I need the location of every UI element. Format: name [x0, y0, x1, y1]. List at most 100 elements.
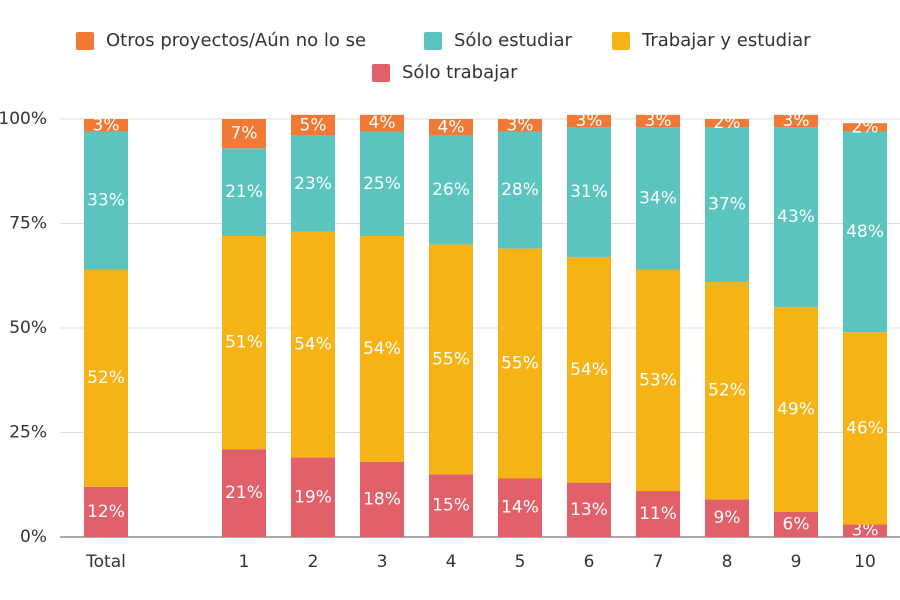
bar-segment — [843, 123, 887, 132]
data-label: 3% — [852, 521, 879, 541]
data-label: 55% — [501, 354, 539, 374]
bar-segment — [222, 449, 266, 537]
data-label: 26% — [432, 180, 470, 200]
y-tick-label: 100% — [0, 109, 47, 129]
data-label: 2% — [852, 117, 879, 137]
data-label: 6% — [783, 514, 810, 534]
bar-segment — [636, 269, 680, 492]
bar-segment — [291, 114, 335, 136]
x-tick-label: 6 — [584, 552, 595, 572]
bar-segment — [429, 244, 473, 475]
legend-label: Sólo trabajar — [402, 62, 518, 83]
bar-segment — [360, 114, 404, 132]
bar-segment — [84, 486, 128, 537]
data-label: 52% — [87, 368, 125, 388]
bar-segment — [705, 499, 749, 537]
x-tick-label: 9 — [791, 552, 802, 572]
bar-segment — [705, 119, 749, 128]
data-label: 11% — [639, 504, 677, 524]
data-label: 55% — [432, 349, 470, 369]
bar-segment — [774, 511, 818, 537]
bar-segment — [774, 114, 818, 128]
bar-segment — [705, 127, 749, 283]
y-tick-label: 25% — [9, 423, 47, 443]
data-label: 19% — [294, 487, 332, 507]
bar-segment — [360, 131, 404, 237]
data-label: 4% — [438, 117, 465, 137]
bar-segment — [774, 307, 818, 512]
legend-label: Sólo estudiar — [454, 30, 573, 51]
data-label: 5% — [300, 115, 327, 135]
data-label: 49% — [777, 400, 815, 420]
data-label: 43% — [777, 207, 815, 227]
data-label: 3% — [507, 115, 534, 135]
legend-swatch — [612, 32, 630, 50]
bar-segment — [636, 114, 680, 128]
bar-segment — [498, 248, 542, 479]
data-label: 18% — [363, 489, 401, 509]
bar-segment — [567, 127, 611, 257]
bar-segment — [291, 231, 335, 458]
bar-segment — [498, 119, 542, 132]
bar-segment — [84, 269, 128, 487]
bar-segment — [360, 236, 404, 462]
bar-segment — [429, 474, 473, 537]
x-tick-label: 4 — [446, 552, 457, 572]
data-label: 15% — [432, 496, 470, 516]
x-tick-label: 7 — [653, 552, 664, 572]
data-label: 21% — [225, 182, 263, 202]
data-label: 2% — [714, 113, 741, 133]
legend-label: Otros proyectos/Aún no lo se — [106, 30, 366, 51]
bar-segment — [567, 114, 611, 128]
y-tick-label: 0% — [20, 527, 47, 547]
data-label: 3% — [783, 111, 810, 131]
data-label: 23% — [294, 174, 332, 194]
data-label: 46% — [846, 418, 884, 438]
x-tick-label: 8 — [722, 552, 733, 572]
data-label: 28% — [501, 180, 539, 200]
legend-swatch — [424, 32, 442, 50]
bar-segment — [705, 282, 749, 500]
data-label: 7% — [231, 124, 258, 144]
data-label: 31% — [570, 182, 608, 202]
data-label: 48% — [846, 222, 884, 242]
data-label: 12% — [87, 502, 125, 522]
data-label: 37% — [708, 195, 746, 215]
bar-segment — [222, 148, 266, 237]
bar-segment — [360, 461, 404, 537]
data-label: 34% — [639, 188, 677, 208]
legend-label: Trabajar y estudiar — [641, 30, 811, 51]
bar-segment — [567, 482, 611, 537]
data-label: 54% — [570, 360, 608, 380]
bar-segment — [222, 236, 266, 450]
bar-segment — [291, 457, 335, 537]
data-label: 3% — [645, 111, 672, 131]
data-label: 52% — [708, 381, 746, 401]
y-tick-label: 50% — [9, 318, 47, 338]
bar-segment — [291, 135, 335, 232]
x-tick-label: Total — [85, 552, 126, 572]
data-label: 3% — [93, 115, 120, 135]
bar-segment — [429, 119, 473, 136]
x-tick-label: 3 — [377, 552, 388, 572]
data-label: 21% — [225, 483, 263, 503]
bar-segment — [843, 131, 887, 333]
data-label: 14% — [501, 498, 539, 518]
legend-swatch — [372, 64, 390, 82]
data-label: 9% — [714, 508, 741, 528]
x-tick-label: 1 — [239, 552, 250, 572]
bar-segment — [498, 131, 542, 249]
x-tick-label: 2 — [308, 552, 319, 572]
data-label: 54% — [294, 335, 332, 355]
bar-segment — [843, 524, 887, 537]
bar-segment — [84, 119, 128, 132]
y-tick-label: 75% — [9, 214, 47, 234]
x-tick-label: 10 — [854, 552, 876, 572]
bar-segment — [429, 135, 473, 245]
bar-segment — [774, 127, 818, 308]
bar-segment — [636, 127, 680, 270]
data-label: 4% — [369, 113, 396, 133]
bar-segment — [636, 491, 680, 537]
data-label: 51% — [225, 333, 263, 353]
data-label: 3% — [576, 111, 603, 131]
